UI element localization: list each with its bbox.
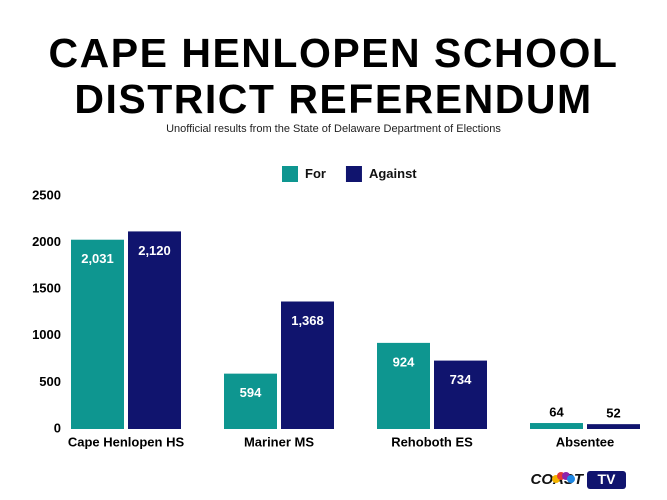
value-label: 1,368: [291, 313, 324, 328]
chart-title: CAPE HENLOPEN SCHOOL DISTRICT REFERENDUM: [48, 30, 619, 122]
value-label: 2,120: [138, 243, 171, 258]
bar: [71, 239, 124, 429]
x-tick-label: Mariner MS: [244, 434, 314, 449]
bar: [281, 301, 334, 429]
value-label: 2,031: [81, 251, 114, 266]
y-tick-label: 2500: [32, 187, 61, 202]
x-tick-label: Rehoboth ES: [391, 434, 473, 449]
value-label: 52: [606, 406, 620, 421]
bar: [530, 423, 583, 429]
legend-label: Against: [369, 166, 417, 181]
value-label: 594: [240, 385, 262, 400]
bar: [377, 342, 430, 429]
legend-swatch: [282, 166, 298, 182]
legend-label: For: [305, 166, 326, 181]
x-tick-label: Cape Henlopen HS: [68, 434, 185, 449]
legend-swatch: [345, 166, 362, 182]
y-tick-label: 500: [39, 374, 61, 389]
bar: [587, 424, 640, 429]
value-label: 64: [549, 404, 564, 419]
x-tick-label: Absentee: [556, 434, 615, 449]
y-tick-label: 0: [54, 420, 61, 435]
logo-badge: [587, 471, 626, 489]
value-label: 924: [393, 354, 415, 369]
y-tick-label: 2000: [32, 234, 61, 249]
value-label: 734: [450, 372, 472, 387]
y-tick-label: 1000: [32, 327, 61, 342]
logo-peacock: [552, 472, 575, 483]
bar: [128, 231, 181, 429]
bar: [434, 360, 487, 429]
y-tick-label: 1500: [32, 281, 61, 296]
bar: [224, 373, 277, 429]
chart-subtitle: Unofficial results from the State of Del…: [166, 123, 501, 135]
logo-badge-text: TV: [598, 471, 617, 487]
